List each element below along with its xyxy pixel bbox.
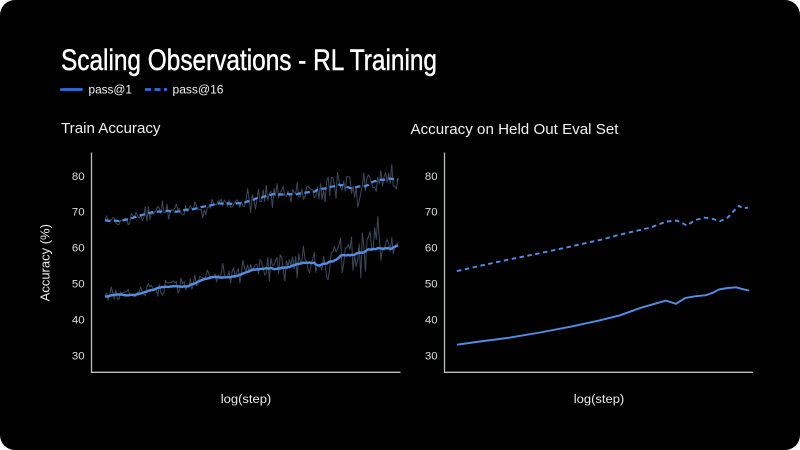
svg-text:pass@1: pass@1 [89, 83, 133, 97]
svg-text:70: 70 [425, 207, 438, 219]
svg-text:80: 80 [425, 171, 438, 183]
svg-text:log(step): log(step) [574, 392, 625, 406]
svg-text:30: 30 [72, 350, 85, 362]
svg-text:70: 70 [72, 207, 85, 219]
svg-text:Accuracy on Held Out Eval Set: Accuracy on Held Out Eval Set [411, 122, 619, 138]
svg-text:60: 60 [72, 243, 85, 255]
svg-text:30: 30 [425, 350, 438, 362]
svg-text:50: 50 [72, 279, 85, 291]
svg-text:40: 40 [72, 314, 85, 326]
svg-text:Train Accuracy: Train Accuracy [61, 121, 161, 137]
svg-text:Scaling Observations - RL Trai: Scaling Observations - RL Training [61, 44, 437, 77]
svg-text:Accuracy (%): Accuracy (%) [38, 224, 53, 301]
svg-text:40: 40 [425, 314, 438, 326]
svg-text:60: 60 [425, 243, 438, 255]
svg-text:80: 80 [72, 171, 85, 183]
svg-text:pass@16: pass@16 [173, 83, 224, 97]
svg-text:log(step): log(step) [221, 392, 272, 406]
svg-text:50: 50 [425, 279, 438, 291]
